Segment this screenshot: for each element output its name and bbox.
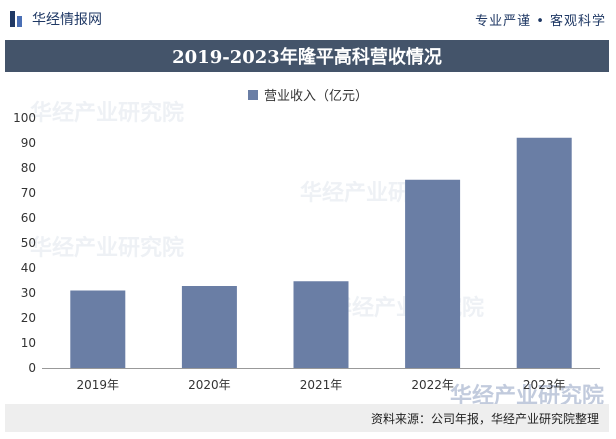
x-tick-label: 2023年 bbox=[523, 378, 566, 392]
brand-name: 华经情报网 bbox=[32, 12, 102, 28]
y-tick-label: 100 bbox=[13, 111, 36, 125]
bar bbox=[293, 281, 349, 368]
bar bbox=[405, 179, 461, 368]
bar bbox=[70, 290, 126, 368]
x-tick-label: 2020年 bbox=[188, 378, 231, 392]
legend-swatch bbox=[247, 89, 258, 100]
y-axis: 0 10 20 30 40 50 60 70 80 90 100 bbox=[13, 111, 36, 375]
top-bar: 华经情报网 专业严谨 • 客观科学 bbox=[0, 0, 616, 38]
y-tick-label: 0 bbox=[28, 361, 36, 375]
brand-logo-icon bbox=[10, 11, 24, 27]
chart-title: 2019-2023年隆平高科营收情况 bbox=[5, 40, 609, 72]
x-tick-label: 2019年 bbox=[77, 378, 120, 392]
y-tick-label: 80 bbox=[21, 161, 36, 175]
y-tick-label: 50 bbox=[21, 236, 36, 250]
y-tick-label: 40 bbox=[21, 261, 36, 275]
bar bbox=[181, 286, 237, 368]
source-note: 资料来源：公司年报，华经产业研究院整理 bbox=[370, 411, 599, 426]
legend: 营业收入（亿元） bbox=[0, 85, 616, 104]
x-tick-label: 2022年 bbox=[411, 378, 454, 392]
legend-label: 营业收入（亿元） bbox=[263, 89, 368, 104]
y-tick-label: 30 bbox=[21, 286, 36, 300]
y-tick-label: 60 bbox=[21, 211, 36, 225]
brand: 华经情报网 bbox=[10, 9, 102, 29]
y-tick-label: 10 bbox=[21, 336, 36, 350]
slogan: 专业严谨 • 客观科学 bbox=[475, 13, 606, 29]
x-axis: 2019年 2020年 2021年 2022年 2023年 bbox=[42, 368, 600, 392]
y-tick-label: 20 bbox=[21, 311, 36, 325]
bars bbox=[70, 137, 572, 368]
x-tick-label: 2021年 bbox=[300, 378, 343, 392]
bar bbox=[516, 137, 572, 368]
y-tick-label: 70 bbox=[21, 186, 36, 200]
footer: 资料来源：公司年报，华经产业研究院整理 bbox=[5, 404, 609, 432]
y-tick-label: 90 bbox=[21, 136, 36, 150]
